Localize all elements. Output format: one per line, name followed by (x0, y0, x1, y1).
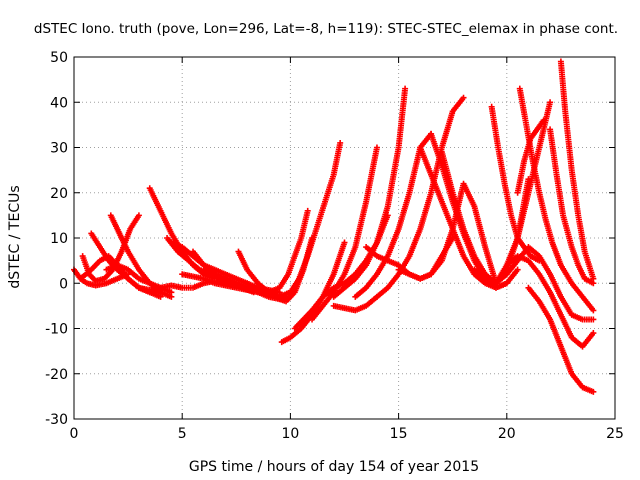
y-tick-label: 30 (50, 141, 68, 157)
x-tick-label: 20 (498, 426, 516, 442)
x-tick-label: 0 (70, 426, 79, 442)
data-series (488, 103, 543, 264)
grid-lines (74, 57, 615, 419)
data-point (590, 280, 597, 287)
data-point (590, 388, 597, 395)
plot-area (71, 58, 597, 395)
y-tick-label: 40 (50, 95, 68, 111)
data-series (557, 58, 597, 282)
data-point (590, 316, 597, 323)
y-tick-label: 10 (50, 231, 68, 247)
data-point (304, 207, 311, 214)
data-point (590, 330, 597, 337)
y-tick-label: 20 (50, 186, 68, 202)
x-tick-label: 25 (606, 426, 624, 442)
x-axis-label: GPS time / hours of day 154 of year 2015 (189, 459, 479, 475)
y-axis-label: dSTEC / TECUs (7, 185, 23, 288)
x-tick-label: 10 (281, 426, 299, 442)
data-series (309, 144, 380, 323)
data-series (276, 139, 344, 300)
data-point (168, 289, 175, 296)
y-tick-label: 50 (50, 50, 68, 66)
data-point (590, 307, 597, 314)
data-point (337, 139, 344, 146)
data-point (157, 293, 164, 300)
y-tick-label: -20 (45, 367, 68, 383)
data-point (540, 117, 547, 124)
data-point (135, 212, 142, 219)
data-point (460, 94, 467, 101)
chart-title: dSTEC Iono. truth (pove, Lon=296, Lat=-8… (34, 21, 618, 37)
data-series (265, 207, 311, 296)
x-tick-label: 5 (178, 426, 187, 442)
data-point (373, 144, 380, 151)
data-point (341, 239, 348, 246)
data-series (438, 149, 532, 287)
y-tick-label: -10 (45, 322, 68, 338)
x-tick-label: 15 (390, 426, 408, 442)
data-series (503, 253, 597, 350)
y-tick-label: -30 (45, 412, 68, 428)
axis-ticks: 0 5 10 15 20 25 -30 -20 -10 0 10 20 30 40 50 (45, 50, 624, 442)
data-series (547, 126, 597, 287)
data-point (547, 99, 554, 106)
y-tick-label: 0 (59, 276, 68, 292)
data-series (352, 130, 435, 300)
data-series (330, 293, 380, 314)
data-point (402, 85, 409, 92)
data-series (525, 284, 597, 395)
data-series (417, 144, 510, 291)
data-point (514, 266, 521, 273)
data-series (146, 185, 229, 282)
data-series (514, 117, 547, 196)
data-series (330, 85, 409, 300)
plot-frame (73, 56, 616, 420)
